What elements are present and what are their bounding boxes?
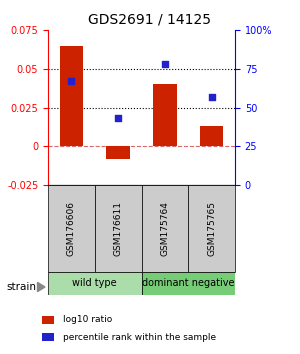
Text: GSM175765: GSM175765 (207, 201, 216, 256)
Bar (188, 185, 235, 272)
Point (209, 94, 214, 99)
Text: percentile rank within the sample: percentile rank within the sample (63, 332, 216, 342)
Bar (200, 126, 223, 146)
Bar (95, 185, 142, 272)
Text: log10 ratio: log10 ratio (63, 315, 112, 325)
Point (69, 78, 74, 84)
Bar (153, 84, 177, 146)
Text: GSM176611: GSM176611 (114, 201, 123, 256)
Text: strain: strain (6, 282, 36, 292)
Bar (48, 185, 95, 272)
Text: dominant negative: dominant negative (142, 279, 235, 289)
Point (116, 115, 121, 121)
Bar (60, 46, 83, 146)
Text: wild type: wild type (72, 279, 117, 289)
Text: GDS2691 / 14125: GDS2691 / 14125 (88, 12, 212, 27)
Text: GSM176606: GSM176606 (67, 201, 76, 256)
Point (163, 61, 167, 67)
Bar (142, 272, 235, 295)
Bar (48, 272, 142, 295)
Text: GSM175764: GSM175764 (160, 201, 169, 256)
Bar (106, 146, 130, 159)
Bar (142, 185, 188, 272)
